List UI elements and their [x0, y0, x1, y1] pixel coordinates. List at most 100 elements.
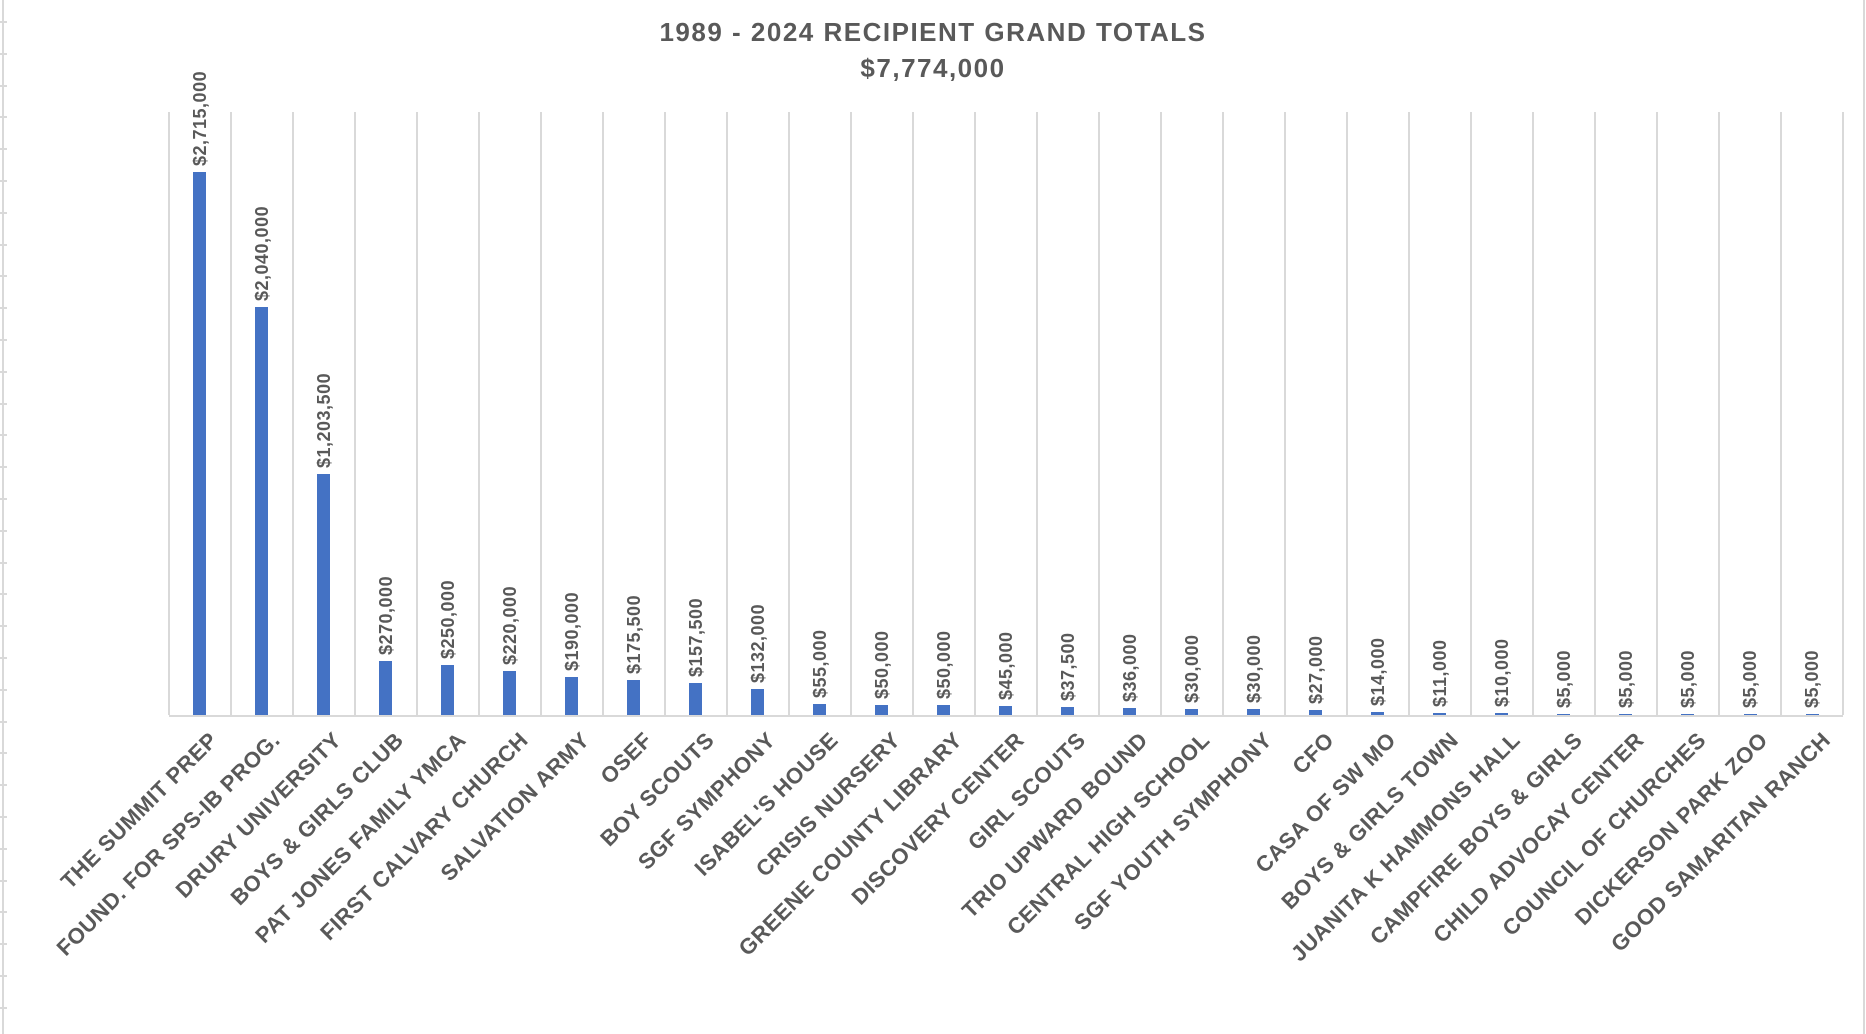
- x-axis-line: [168, 715, 1844, 717]
- vertical-gridline: [601, 112, 604, 715]
- chart-title-line1: 1989 - 2024 RECIPIENT GRAND TOTALS: [659, 17, 1207, 47]
- vertical-gridline: [291, 112, 294, 715]
- bar-value-label: $27,000: [1305, 635, 1326, 704]
- bar-value-label: $132,000: [747, 603, 768, 683]
- y-axis-tick: [0, 307, 7, 309]
- bar-value-label: $30,000: [1181, 634, 1202, 703]
- vertical-gridline: [1655, 112, 1658, 715]
- category-label: CFO: [1287, 727, 1339, 779]
- y-axis-tick: [0, 434, 7, 436]
- y-axis-tick: [0, 943, 7, 945]
- y-axis-tick: [0, 848, 7, 850]
- vertical-gridline: [1842, 112, 1845, 715]
- bar: [1061, 707, 1075, 715]
- y-axis-tick: [0, 180, 7, 182]
- vertical-gridline: [167, 112, 170, 715]
- bar: [1805, 714, 1819, 715]
- bar-value-label: $250,000: [437, 579, 458, 659]
- vertical-gridline: [725, 112, 728, 715]
- bar: [751, 689, 765, 715]
- y-axis-tick: [0, 116, 7, 118]
- vertical-gridline: [663, 112, 666, 715]
- bar-value-label: $5,000: [1740, 649, 1760, 708]
- y-axis-tick: [0, 53, 7, 55]
- y-axis-tick: [0, 244, 7, 246]
- vertical-gridline: [539, 112, 542, 715]
- bar-value-label: $10,000: [1491, 638, 1512, 707]
- vertical-gridline: [1097, 112, 1100, 715]
- bar: [937, 705, 951, 715]
- y-axis-tick: [0, 403, 7, 405]
- vertical-gridline: [1345, 112, 1348, 715]
- vertical-gridline: [1531, 112, 1534, 715]
- bar-value-label: $14,000: [1367, 637, 1388, 706]
- y-axis-tick: [0, 85, 7, 87]
- vertical-gridline: [1718, 112, 1720, 715]
- y-axis-tick: [0, 657, 7, 659]
- vertical-gridline: [1283, 112, 1286, 715]
- y-axis-tick: [0, 1007, 7, 1009]
- bar-value-label: $157,500: [685, 597, 706, 677]
- bar: [565, 677, 579, 715]
- bar: [999, 706, 1013, 715]
- y-axis-tick: [0, 498, 7, 500]
- vertical-gridline: [1780, 112, 1783, 715]
- bar: [1247, 709, 1261, 715]
- bar: [1433, 713, 1447, 715]
- bar: [1309, 710, 1323, 715]
- vertical-gridline: [1593, 112, 1596, 715]
- bar-value-label: $220,000: [499, 585, 520, 665]
- bar-value-label: $5,000: [1802, 649, 1823, 708]
- y-axis-tick: [0, 212, 7, 214]
- y-axis-tick: [0, 784, 7, 786]
- bar: [1371, 712, 1385, 715]
- bar: [813, 704, 827, 715]
- vertical-gridline: [1159, 112, 1162, 715]
- y-axis-tick: [0, 562, 7, 564]
- y-axis-line: [2, 0, 4, 1034]
- y-axis-tick: [0, 975, 7, 977]
- y-axis-tick: [0, 880, 7, 882]
- vertical-gridline: [1035, 112, 1038, 715]
- chart-right-border: [1863, 0, 1865, 1034]
- y-axis-tick: [0, 911, 7, 913]
- bar: [1557, 714, 1571, 715]
- vertical-gridline: [1469, 112, 1472, 715]
- vertical-gridline: [477, 112, 480, 715]
- y-axis-tick: [0, 466, 7, 468]
- bar-value-label: $11,000: [1429, 639, 1450, 707]
- chart-title: 1989 - 2024 RECIPIENT GRAND TOTALS $7,77…: [0, 14, 1866, 86]
- bar-value-label: $270,000: [375, 575, 396, 655]
- bar-value-label: $1,203,500: [313, 372, 334, 468]
- bar-value-label: $30,000: [1243, 634, 1264, 703]
- bar-value-label: $37,500: [1057, 632, 1078, 701]
- y-axis-tick: [0, 148, 7, 150]
- bar-value-label: $55,000: [809, 629, 830, 698]
- bar: [689, 683, 703, 715]
- y-axis-tick: [0, 752, 7, 754]
- y-axis-tick: [0, 275, 7, 277]
- bar: [1743, 714, 1757, 715]
- vertical-gridline: [229, 112, 232, 715]
- bar-value-label: $36,000: [1119, 633, 1140, 702]
- bar: [255, 307, 269, 715]
- bar: [1495, 713, 1509, 715]
- y-axis-tick: [0, 339, 7, 341]
- vertical-gridline: [849, 112, 852, 715]
- y-axis-tick: [0, 530, 7, 532]
- bar-value-label: $50,000: [871, 630, 892, 699]
- vertical-gridline: [415, 112, 418, 715]
- bar-value-label: $45,000: [995, 631, 1016, 700]
- vertical-gridline: [353, 112, 356, 715]
- bar: [1123, 708, 1137, 715]
- bar: [441, 665, 455, 715]
- bar-value-label: $50,000: [933, 630, 954, 699]
- vertical-gridline: [787, 112, 790, 715]
- bar: [503, 671, 517, 715]
- bar: [1185, 709, 1199, 715]
- bar-value-label: $5,000: [1615, 649, 1636, 708]
- y-axis-tick: [0, 625, 7, 627]
- y-axis-tick: [0, 371, 7, 373]
- bar-value-label: $2,715,000: [189, 70, 210, 166]
